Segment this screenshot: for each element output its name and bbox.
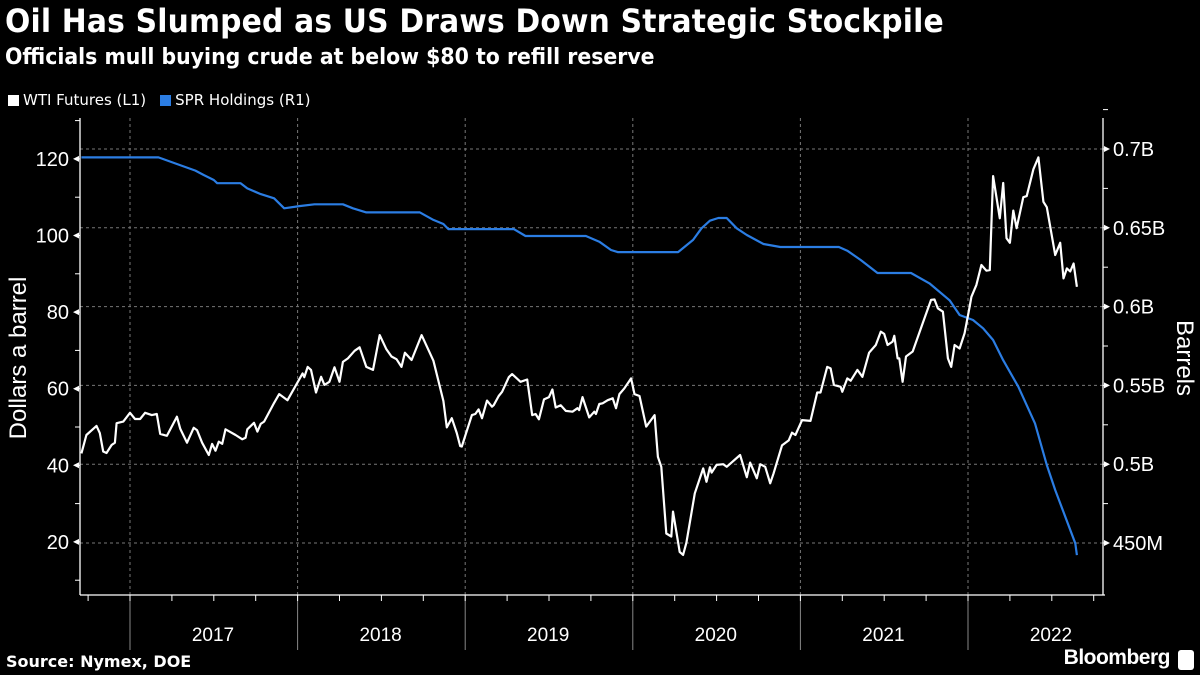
legend-label-wti: WTI Futures (L1) [23, 91, 147, 109]
y-left-tick-label: 120 [36, 149, 69, 171]
y-left-tick-marker [73, 462, 79, 469]
y-right-tick-marker [1104, 303, 1110, 310]
legend-swatch-spr [160, 94, 172, 106]
series-line-spr [81, 156, 1078, 556]
x-tick-label: 2021 [862, 625, 904, 646]
y-right-tick-marker [1104, 540, 1110, 546]
x-tick-label: 2020 [695, 625, 737, 646]
x-tick-label: 2019 [527, 625, 569, 646]
y-left-tick-label: 100 [36, 226, 69, 248]
y-left-tick-marker [73, 385, 79, 392]
legend-swatch-wti [8, 94, 19, 106]
y-left-tick-label: 20 [47, 532, 69, 554]
y-right-tick-label: 0.55B [1113, 375, 1165, 397]
y-right-tick-marker [1104, 146, 1110, 152]
legend: WTI Futures (L1) SPR Holdings (R1) [8, 91, 311, 109]
x-tick-label: 2017 [192, 625, 234, 646]
y-left-tick-marker [73, 232, 79, 239]
legend-item-wti: WTI Futures (L1) [8, 91, 146, 109]
y-right-tick-label: 0.65B [1113, 218, 1165, 240]
y-left-tick-label: 80 [47, 302, 69, 324]
y-right-tick-label: 0.5B [1113, 454, 1154, 476]
y-left-tick-marker [73, 538, 79, 545]
y-axis-left-title: Dollars a barrel [5, 277, 32, 440]
y-left-tick-label: 60 [47, 379, 69, 401]
legend-label-spr: SPR Holdings (R1) [175, 91, 311, 109]
y-left-tick-marker [73, 155, 79, 162]
brand-logo: Bloomberg [1063, 646, 1171, 669]
y-right-tick-label: 0.6B [1113, 297, 1154, 319]
source-note: Source: Nymex, DOE [6, 652, 192, 671]
y-left-tick-marker [73, 309, 79, 316]
series-line-wti [80, 156, 1078, 556]
y-axis-right-title: Barrels [1171, 320, 1198, 396]
y-right-tick-label: 450M [1113, 533, 1163, 555]
y-right-tick-marker [1104, 461, 1110, 468]
y-left-tick-label: 40 [47, 455, 69, 477]
legend-item-spr: SPR Holdings (R1) [160, 91, 311, 109]
x-tick-label: 2022 [1030, 625, 1072, 646]
bloomberg-terminal-icon [1178, 650, 1194, 670]
chart-subtitle: Officials mull buying crude at below $80… [5, 45, 655, 70]
y-right-tick-label: 0.7B [1113, 139, 1154, 161]
y-right-tick-marker [1104, 382, 1110, 389]
x-tick-label: 2018 [359, 625, 401, 646]
y-right-tick-marker [1104, 224, 1110, 231]
chart-title: Oil Has Slumped as US Draws Down Strateg… [5, 2, 944, 40]
